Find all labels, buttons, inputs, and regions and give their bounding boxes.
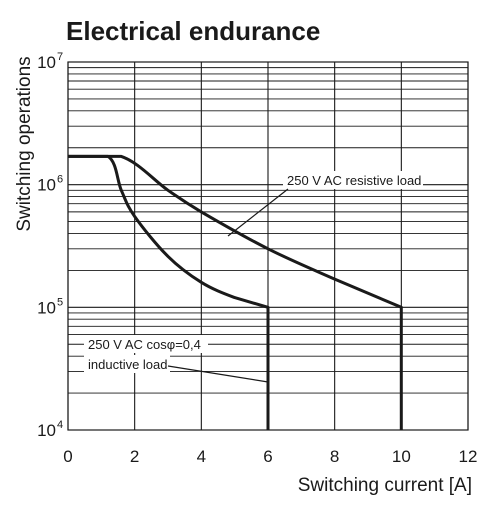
resistive-load-label: 250 V AC resistive load — [287, 173, 421, 188]
y-tick-exponent-1: 5 — [57, 296, 63, 308]
inductive-leader-line — [167, 365, 269, 383]
resistive-load-curve — [68, 154, 403, 430]
y-tick-exponent-2: 6 — [57, 174, 63, 186]
inductive-label-bg-1 — [84, 335, 208, 353]
inductive-load-curve — [68, 154, 270, 430]
chart-title: Electrical endurance — [66, 16, 320, 46]
x-tick-label-4: 8 — [330, 447, 339, 466]
inductive-label-line1: 250 V AC cosφ=0,4 — [88, 337, 201, 352]
x-tick-label-1: 2 — [130, 447, 139, 466]
annotations: 250 V AC resistive load 250 V AC cosφ=0,… — [84, 171, 423, 383]
inductive-label-line2: inductive load — [88, 357, 168, 372]
y-tick-label-2: 10 — [37, 176, 56, 195]
x-tick-label-0: 0 — [63, 447, 72, 466]
x-tick-label-2: 4 — [197, 447, 206, 466]
plot-frame — [67, 61, 469, 431]
resistive-leader-line — [227, 188, 289, 237]
y-tick-label-3: 10 — [37, 53, 56, 72]
x-tick-label-5: 10 — [392, 447, 411, 466]
resistive-label-bg — [283, 171, 423, 189]
y-tick-label-1: 10 — [37, 298, 56, 317]
inductive-label-bg-2 — [84, 355, 170, 373]
y-axis-label: Switching operations — [14, 56, 35, 231]
x-axis-label: Switching current [A] — [298, 475, 472, 496]
y-tick-label-0: 10 — [37, 421, 56, 440]
curves — [68, 154, 403, 430]
y-tick-exponent-3: 7 — [57, 51, 63, 63]
x-tick-label-3: 6 — [263, 447, 272, 466]
x-tick-label-6: 12 — [459, 447, 478, 466]
y-tick-exponent-0: 4 — [57, 419, 63, 431]
